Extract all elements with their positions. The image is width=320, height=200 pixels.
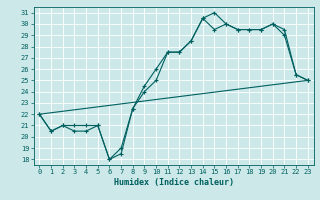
X-axis label: Humidex (Indice chaleur): Humidex (Indice chaleur) — [114, 178, 234, 187]
